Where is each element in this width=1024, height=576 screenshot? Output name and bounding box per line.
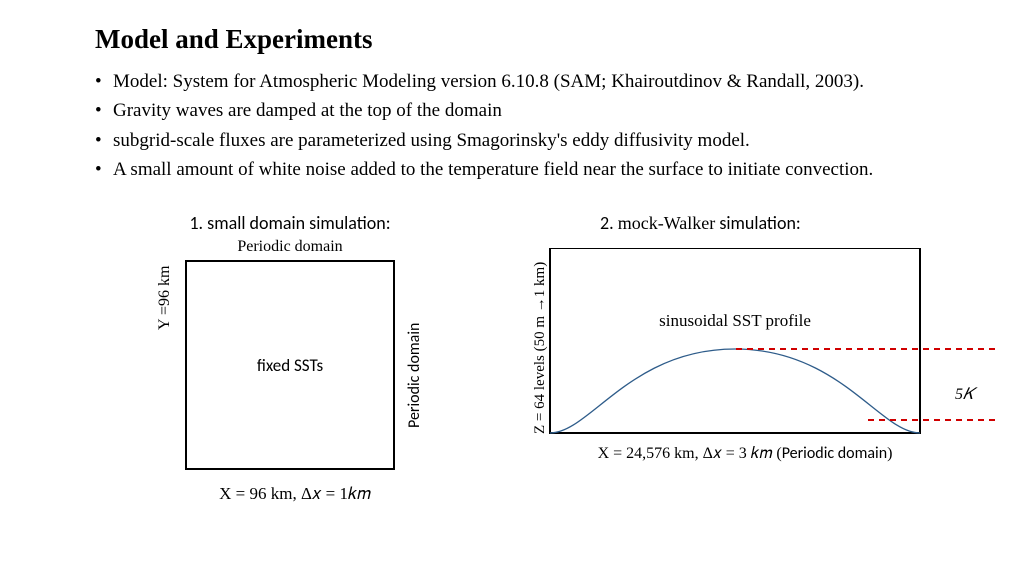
diagram2-title-prefix: 2.: [600, 212, 618, 234]
diagram2-sine-curve: [550, 349, 920, 433]
diagram1-right-label: Periodic domain: [405, 323, 424, 428]
diagram2-svg-wrap: Z = 64 levels (50 m →1 km) sinusoidal SS…: [520, 248, 1020, 453]
diagram1-title: 1. small domain simulation:: [160, 212, 420, 234]
diagram2-svg: sinusoidal SST profile: [520, 248, 1010, 448]
bullet-item: subgrid-scale fluxes are parameterized u…: [95, 126, 974, 155]
bullet-item: A small amount of white noise added to t…: [95, 155, 974, 184]
diagram2-center-text: sinusoidal SST profile: [659, 311, 811, 330]
diagram2-delta-label: 5𝐾: [955, 386, 974, 404]
slide: Model and Experiments Model: System for …: [0, 0, 1024, 576]
diagram1-x-axis-label: X = 96 km, Δ𝑥 = 1𝑘𝑚: [185, 484, 405, 504]
diagram2-title-suffix: simulation:: [715, 212, 800, 234]
diagram-small-domain: 1. small domain simulation: Periodic dom…: [130, 212, 470, 260]
diagram2-box-rect: [550, 248, 920, 433]
diagram2-x-axis-label: X = 24,576 km, Δ𝑥 = 3 𝑘𝑚 (Periodic domai…: [560, 444, 930, 463]
bullet-list: Model: System for Atmospheric Modeling v…: [95, 67, 974, 185]
diagram2-bottom-a: X = 24,576 km, Δ𝑥 = 3 𝑘𝑚 (: [598, 445, 782, 462]
diagram2-title-serif: mock-Walker: [618, 213, 716, 233]
diagram1-y-axis-label: Y =96 km: [156, 266, 174, 330]
diagram1-center-text: fixed SSTs: [257, 355, 323, 376]
diagram1-top-label: Periodic domain: [185, 238, 395, 256]
diagram2-bottom-c: ): [887, 445, 892, 462]
diagram2-title: 2. mock-Walker simulation:: [600, 212, 1020, 234]
bullet-item: Gravity waves are damped at the top of t…: [95, 96, 974, 125]
diagram2-bottom-b: Periodic domain: [782, 444, 887, 463]
diagrams-row: 1. small domain simulation: Periodic dom…: [0, 212, 1024, 572]
diagram-mock-walker: 2. mock-Walker simulation: Z = 64 levels…: [520, 212, 1020, 453]
diagram2-z-axis-label: Z = 64 levels (50 m →1 km): [532, 262, 549, 434]
page-title: Model and Experiments: [95, 24, 974, 55]
bullet-item: Model: System for Atmospheric Modeling v…: [95, 67, 974, 96]
diagram1-box: fixed SSTs: [185, 260, 395, 470]
